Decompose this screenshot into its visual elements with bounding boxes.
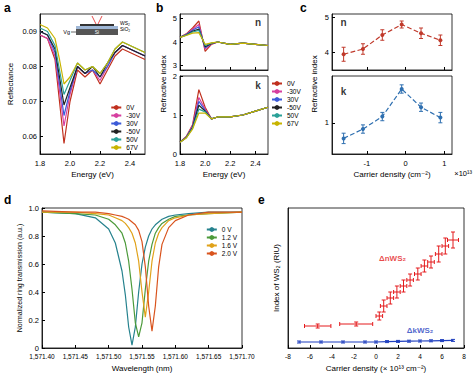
svg-text:Energy (eV): Energy (eV) [203, 170, 246, 179]
svg-text:2: 2 [173, 72, 177, 81]
svg-text:2.0: 2.0 [65, 159, 75, 168]
svg-text:0: 0 [173, 150, 177, 159]
svg-text:0V: 0V [126, 104, 135, 111]
svg-text:0.07: 0.07 [22, 97, 37, 106]
svg-text:Wavelength (nm): Wavelength (nm) [112, 364, 173, 373]
svg-text:Index of WS₂ (RIU): Index of WS₂ (RIU) [272, 244, 281, 312]
svg-text:2.0 V: 2.0 V [222, 250, 238, 257]
svg-text:ΔkWS₂: ΔkWS₂ [407, 326, 434, 335]
svg-text:4: 4 [173, 38, 177, 47]
svg-text:c: c [300, 1, 307, 15]
svg-text:Refractive index: Refractive index [159, 55, 168, 112]
svg-text:Refractive index: Refractive index [310, 55, 319, 112]
svg-text:67V: 67V [287, 120, 299, 127]
svg-text:6: 6 [440, 353, 444, 360]
svg-text:0: 0 [403, 159, 407, 168]
svg-text:8: 8 [462, 353, 466, 360]
svg-text:-50V: -50V [287, 104, 301, 111]
svg-text:0.08: 0.08 [22, 62, 37, 71]
svg-text:0.06: 0.06 [22, 132, 37, 141]
svg-text:Carrier density (× 10¹³ cm⁻²): Carrier density (× 10¹³ cm⁻²) [326, 364, 427, 373]
svg-text:×10¹³: ×10¹³ [454, 169, 472, 178]
svg-text:0.4: 0.4 [29, 288, 39, 297]
svg-text:2.2: 2.2 [225, 159, 235, 168]
svg-text:0V: 0V [287, 80, 296, 87]
svg-text:2: 2 [396, 353, 400, 360]
svg-text:1.0: 1.0 [29, 204, 39, 213]
svg-text:-2: -2 [351, 353, 357, 360]
svg-text:-1: -1 [364, 159, 371, 168]
svg-text:1,571.45: 1,571.45 [63, 353, 89, 360]
svg-text:0.2: 0.2 [29, 316, 39, 325]
svg-text:n: n [255, 17, 261, 28]
svg-text:Reflectance: Reflectance [6, 62, 15, 105]
svg-text:4: 4 [325, 48, 329, 57]
svg-text:3: 3 [173, 61, 177, 70]
svg-text:1.8: 1.8 [175, 159, 185, 168]
svg-text:0: 0 [35, 344, 39, 353]
svg-text:1.2 V: 1.2 V [222, 234, 238, 241]
svg-text:2.2: 2.2 [95, 159, 105, 168]
svg-text:-50V: -50V [126, 128, 140, 135]
svg-text:1,571.60: 1,571.60 [163, 353, 189, 360]
svg-text:Vg: Vg [63, 29, 70, 35]
svg-text:ΔnWS₂: ΔnWS₂ [379, 254, 407, 263]
svg-text:-30V: -30V [287, 88, 301, 95]
svg-text:2.4: 2.4 [125, 159, 135, 168]
svg-text:0.09: 0.09 [22, 27, 37, 36]
svg-text:1,571.40: 1,571.40 [29, 353, 55, 360]
svg-text:30V: 30V [126, 120, 138, 127]
svg-text:Normalized ring transmission (: Normalized ring transmission (a.u.) [16, 224, 24, 333]
svg-text:k: k [255, 80, 261, 91]
svg-text:-30V: -30V [126, 112, 140, 119]
svg-text:-8: -8 [285, 353, 291, 360]
svg-text:2.0: 2.0 [200, 159, 210, 168]
svg-text:Carrier density (cm⁻²): Carrier density (cm⁻²) [353, 170, 430, 179]
svg-text:b: b [156, 1, 163, 15]
svg-text:SiO₂: SiO₂ [120, 26, 130, 32]
svg-text:5: 5 [325, 13, 329, 22]
svg-text:4: 4 [418, 353, 422, 360]
svg-text:n: n [341, 17, 347, 28]
svg-text:1: 1 [325, 118, 329, 127]
svg-text:-6: -6 [307, 353, 313, 360]
svg-text:50V: 50V [287, 112, 299, 119]
svg-text:1: 1 [173, 111, 177, 120]
svg-text:a: a [4, 1, 11, 15]
svg-text:0.6: 0.6 [29, 260, 39, 269]
svg-text:30V: 30V [287, 96, 299, 103]
svg-text:1.8: 1.8 [35, 159, 45, 168]
svg-text:Si: Si [95, 29, 99, 35]
svg-text:e: e [258, 193, 265, 207]
svg-text:0 V: 0 V [222, 226, 232, 233]
svg-text:1: 1 [442, 159, 446, 168]
svg-text:2.4: 2.4 [250, 159, 260, 168]
svg-text:50V: 50V [126, 136, 138, 143]
svg-text:Energy (eV): Energy (eV) [71, 170, 114, 179]
svg-text:67V: 67V [126, 144, 138, 151]
svg-text:0.8: 0.8 [29, 232, 39, 241]
svg-text:1,571.50: 1,571.50 [96, 353, 122, 360]
svg-text:WS₂: WS₂ [120, 20, 130, 26]
svg-text:d: d [4, 193, 11, 207]
svg-text:-4: -4 [329, 353, 335, 360]
svg-text:1.6 V: 1.6 V [222, 242, 238, 249]
svg-text:0: 0 [374, 353, 378, 360]
svg-text:5: 5 [173, 14, 177, 23]
svg-text:1,571.70: 1,571.70 [229, 353, 255, 360]
svg-text:1,571.55: 1,571.55 [129, 353, 155, 360]
svg-text:1,571.65: 1,571.65 [196, 353, 222, 360]
svg-text:k: k [341, 86, 347, 97]
